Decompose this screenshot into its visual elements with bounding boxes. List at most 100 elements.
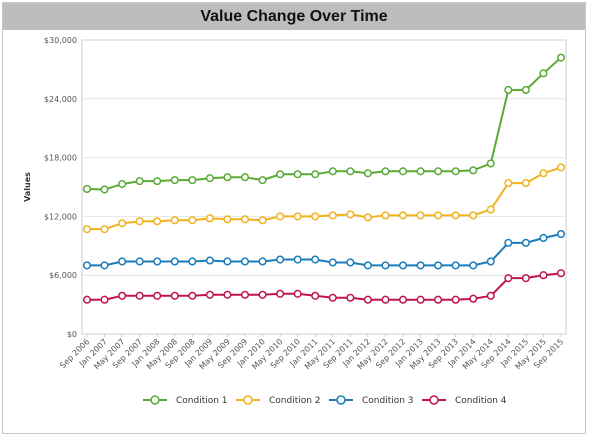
data-point[interactable] [170,257,179,266]
data-point[interactable] [416,261,425,270]
data-point[interactable] [398,211,408,220]
data-point[interactable] [556,163,566,172]
data-point[interactable] [258,216,267,225]
data-point[interactable] [240,290,250,299]
data-point[interactable] [100,225,109,234]
data-point[interactable] [205,174,214,183]
data-point[interactable] [539,169,548,178]
data-point[interactable] [521,238,530,247]
data-point[interactable] [398,167,408,176]
data-point[interactable] [381,167,390,176]
data-point[interactable] [556,53,566,62]
data-point[interactable] [118,257,127,266]
data-point[interactable] [539,233,548,243]
legend-item[interactable]: Condition 2 [236,395,321,406]
legend-item[interactable]: Condition 1 [143,395,228,406]
data-point[interactable] [434,211,443,220]
data-point[interactable] [293,212,302,221]
data-point[interactable] [170,176,179,185]
data-point[interactable] [346,258,355,267]
data-point[interactable] [504,179,513,188]
data-point[interactable] [539,69,548,78]
data-point[interactable] [170,216,179,225]
data-point[interactable] [521,179,530,188]
data-point[interactable] [346,167,355,176]
data-point[interactable] [486,257,495,266]
data-point[interactable] [311,291,320,300]
data-point[interactable] [223,215,232,224]
data-point[interactable] [258,176,267,185]
legend-item[interactable]: Condition 3 [329,395,414,406]
data-point[interactable] [276,289,285,298]
data-point[interactable] [188,176,197,185]
data-point[interactable] [135,177,144,186]
data-point[interactable] [398,295,408,304]
data-point[interactable] [521,85,530,95]
data-point[interactable] [328,167,337,176]
data-point[interactable] [451,167,460,176]
data-point[interactable] [170,291,179,300]
data-point[interactable] [328,293,337,302]
data-point[interactable] [135,291,144,300]
data-point[interactable] [451,211,460,220]
data-point[interactable] [434,167,443,176]
data-point[interactable] [504,238,513,247]
data-point[interactable] [504,85,513,95]
data-point[interactable] [118,219,127,228]
data-point[interactable] [346,210,355,219]
data-point[interactable] [328,211,337,220]
data-point[interactable] [82,261,92,270]
data-point[interactable] [276,255,285,264]
data-point[interactable] [82,184,92,194]
data-point[interactable] [153,177,162,186]
data-point[interactable] [188,291,197,300]
data-point[interactable] [469,166,478,175]
data-point[interactable] [153,217,162,226]
data-point[interactable] [293,170,302,179]
data-point[interactable] [363,213,372,222]
legend-item[interactable]: Condition 4 [422,395,507,406]
data-point[interactable] [153,257,162,266]
data-point[interactable] [451,295,460,304]
data-point[interactable] [135,217,144,226]
data-point[interactable] [346,293,355,302]
data-point[interactable] [258,290,267,299]
data-point[interactable] [240,257,250,266]
data-point[interactable] [188,216,197,225]
data-point[interactable] [293,255,302,264]
data-point[interactable] [240,215,250,224]
data-point[interactable] [381,211,390,220]
data-point[interactable] [434,261,443,270]
data-point[interactable] [381,295,390,304]
data-point[interactable] [100,295,109,304]
data-point[interactable] [486,205,495,214]
data-point[interactable] [381,261,390,270]
data-point[interactable] [100,185,109,194]
data-point[interactable] [205,256,214,265]
data-point[interactable] [469,261,478,270]
data-point[interactable] [82,295,92,304]
data-point[interactable] [469,211,478,220]
data-point[interactable] [223,173,232,182]
data-point[interactable] [118,291,127,300]
data-point[interactable] [363,261,372,270]
data-point[interactable] [223,257,232,266]
data-point[interactable] [363,295,372,304]
data-point[interactable] [311,212,320,221]
data-point[interactable] [556,269,566,278]
data-point[interactable] [416,211,425,220]
data-point[interactable] [153,291,162,300]
data-point[interactable] [205,290,214,299]
data-point[interactable] [240,173,250,182]
data-point[interactable] [311,170,320,179]
data-point[interactable] [276,212,285,221]
data-point[interactable] [504,274,513,283]
data-point[interactable] [293,289,302,298]
data-point[interactable] [416,167,425,176]
data-point[interactable] [311,255,320,264]
legend[interactable]: Condition 1 Condition 2 Condition 3 Conditi… [143,395,507,406]
data-point[interactable] [434,295,443,304]
data-point[interactable] [451,261,460,270]
data-point[interactable] [398,261,408,270]
data-point[interactable] [328,258,337,267]
